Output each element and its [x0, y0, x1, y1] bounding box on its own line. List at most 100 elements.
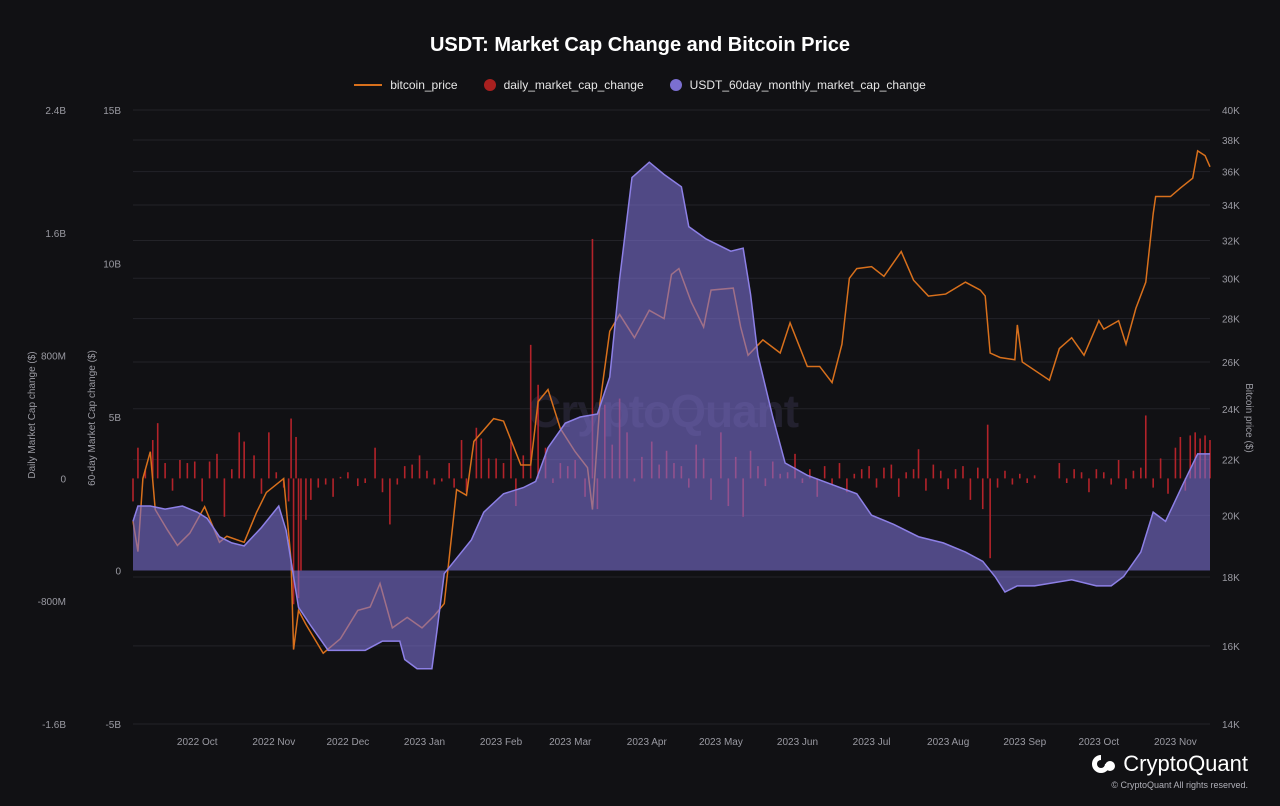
daily-bar — [1140, 467, 1142, 479]
btc-tick-label: 24K — [1222, 405, 1240, 416]
daily-bar — [300, 478, 302, 571]
daily-bar — [339, 476, 342, 479]
daily-bar — [1080, 472, 1083, 479]
btc-tick-label: 36K — [1222, 168, 1240, 179]
x-tick-label: 2022 Dec — [326, 737, 369, 748]
daily-bar — [1179, 436, 1182, 479]
x-tick-label: 2023 Jul — [853, 737, 891, 748]
daily-bar — [332, 478, 334, 497]
daily-bar — [1174, 447, 1177, 479]
legend-label: USDT_60day_monthly_market_cap_change — [689, 78, 926, 92]
daily-bar — [268, 432, 270, 479]
daily-bar — [823, 466, 826, 479]
daily-bar — [969, 478, 972, 500]
daily-bar — [989, 478, 991, 559]
daily-bar — [932, 464, 935, 479]
daily-bar — [171, 478, 174, 491]
sixty-day-area — [133, 162, 1210, 669]
x-tick-label: 2022 Oct — [177, 737, 218, 748]
x-tick-label: 2022 Nov — [252, 737, 295, 748]
btc-tick-label: 26K — [1222, 358, 1240, 369]
daily-bar — [897, 478, 900, 497]
daily-bar — [495, 458, 497, 479]
daily-bar — [151, 440, 154, 479]
daily-bar — [1102, 472, 1105, 479]
daily-bar — [465, 478, 468, 493]
legend-item-daily-market-cap-change[interactable]: daily_market_cap_change — [483, 78, 644, 92]
daily-bar — [1110, 478, 1112, 485]
daily-bar — [292, 478, 295, 605]
sixty-day-tick-label: 5B — [109, 413, 122, 424]
daily-bar — [890, 464, 893, 479]
daily-bar — [186, 463, 189, 479]
daily-bar — [875, 478, 878, 488]
daily-bar — [317, 478, 320, 488]
daily-bar — [290, 418, 292, 479]
x-tick-label: 2023 Oct — [1079, 737, 1120, 748]
btc-tick-label: 38K — [1222, 136, 1240, 147]
x-tick-label: 2023 Feb — [480, 737, 523, 748]
daily-bar — [347, 472, 349, 479]
daily-tick-label: 1.6B — [45, 229, 66, 240]
daily-bar — [529, 344, 532, 479]
legend-item-bitcoin-price[interactable]: bitcoin_price — [354, 78, 458, 92]
x-tick-label: 2023 Sep — [1003, 737, 1046, 748]
daily-bar — [418, 455, 421, 479]
daily-bar — [297, 478, 300, 599]
daily-bar — [364, 478, 366, 484]
daily-bar — [389, 478, 391, 525]
daily-bar — [132, 478, 134, 502]
sixty-day-tick-label: 10B — [103, 260, 121, 271]
daily-bar — [381, 478, 384, 493]
daily-bar — [905, 472, 907, 479]
daily-bar — [453, 478, 455, 488]
daily-bar — [917, 449, 920, 479]
daily-bar — [287, 478, 290, 502]
daily-bar — [954, 469, 957, 479]
btc-tick-label: 28K — [1222, 315, 1240, 326]
legend-item-60day-market-cap-change[interactable]: USDT_60day_monthly_market_cap_change — [669, 78, 926, 92]
daily-tick-label: 2.4B — [45, 106, 66, 117]
daily-bar — [1132, 470, 1135, 479]
daily-bar — [231, 469, 233, 479]
btc-tick-label: 30K — [1222, 274, 1240, 285]
daily-tick-label: -800M — [38, 597, 66, 608]
daily-bar — [1117, 459, 1120, 479]
daily-bar — [460, 440, 463, 479]
legend: bitcoin_price daily_market_cap_change US… — [0, 78, 1280, 92]
daily-bar — [1152, 478, 1154, 488]
daily-bar — [253, 455, 255, 479]
daily-bar — [809, 469, 811, 479]
daily-bar — [201, 478, 203, 502]
daily-bar — [502, 463, 505, 479]
daily-bar — [537, 384, 539, 479]
legend-label: daily_market_cap_change — [503, 78, 644, 92]
chart-title: USDT: Market Cap Change and Bitcoin Pric… — [429, 34, 851, 56]
sixty-day-tick-label: -5B — [105, 720, 121, 731]
daily-bar — [939, 470, 942, 479]
x-tick-label: 2023 Nov — [1154, 737, 1197, 748]
daily-bar — [883, 467, 885, 479]
daily-bar — [137, 447, 139, 479]
daily-bar — [411, 464, 413, 479]
cryptoquant-logo-icon — [1092, 753, 1116, 773]
daily-bar — [1073, 469, 1075, 479]
daily-bar — [868, 466, 870, 479]
daily-bar — [238, 432, 241, 479]
daily-tick-label: 0 — [60, 474, 66, 485]
btc-axis-title: Bitcoin price ($) — [1243, 383, 1254, 452]
btc-tick-label: 22K — [1222, 456, 1240, 467]
daily-bar — [193, 461, 196, 479]
daily-bar — [487, 458, 490, 479]
dot-swatch-icon — [669, 79, 682, 91]
x-tick-label: 2023 Apr — [627, 737, 668, 748]
daily-bar — [144, 469, 147, 479]
daily-bar — [480, 438, 483, 479]
daily-bar — [977, 467, 979, 479]
x-tick-label: 2023 Aug — [927, 737, 969, 748]
daily-bar — [1194, 432, 1196, 479]
daily-bar — [1125, 478, 1127, 490]
daily-bar — [962, 466, 964, 479]
x-tick-label: 2023 Mar — [549, 737, 592, 748]
daily-bar — [396, 478, 399, 485]
